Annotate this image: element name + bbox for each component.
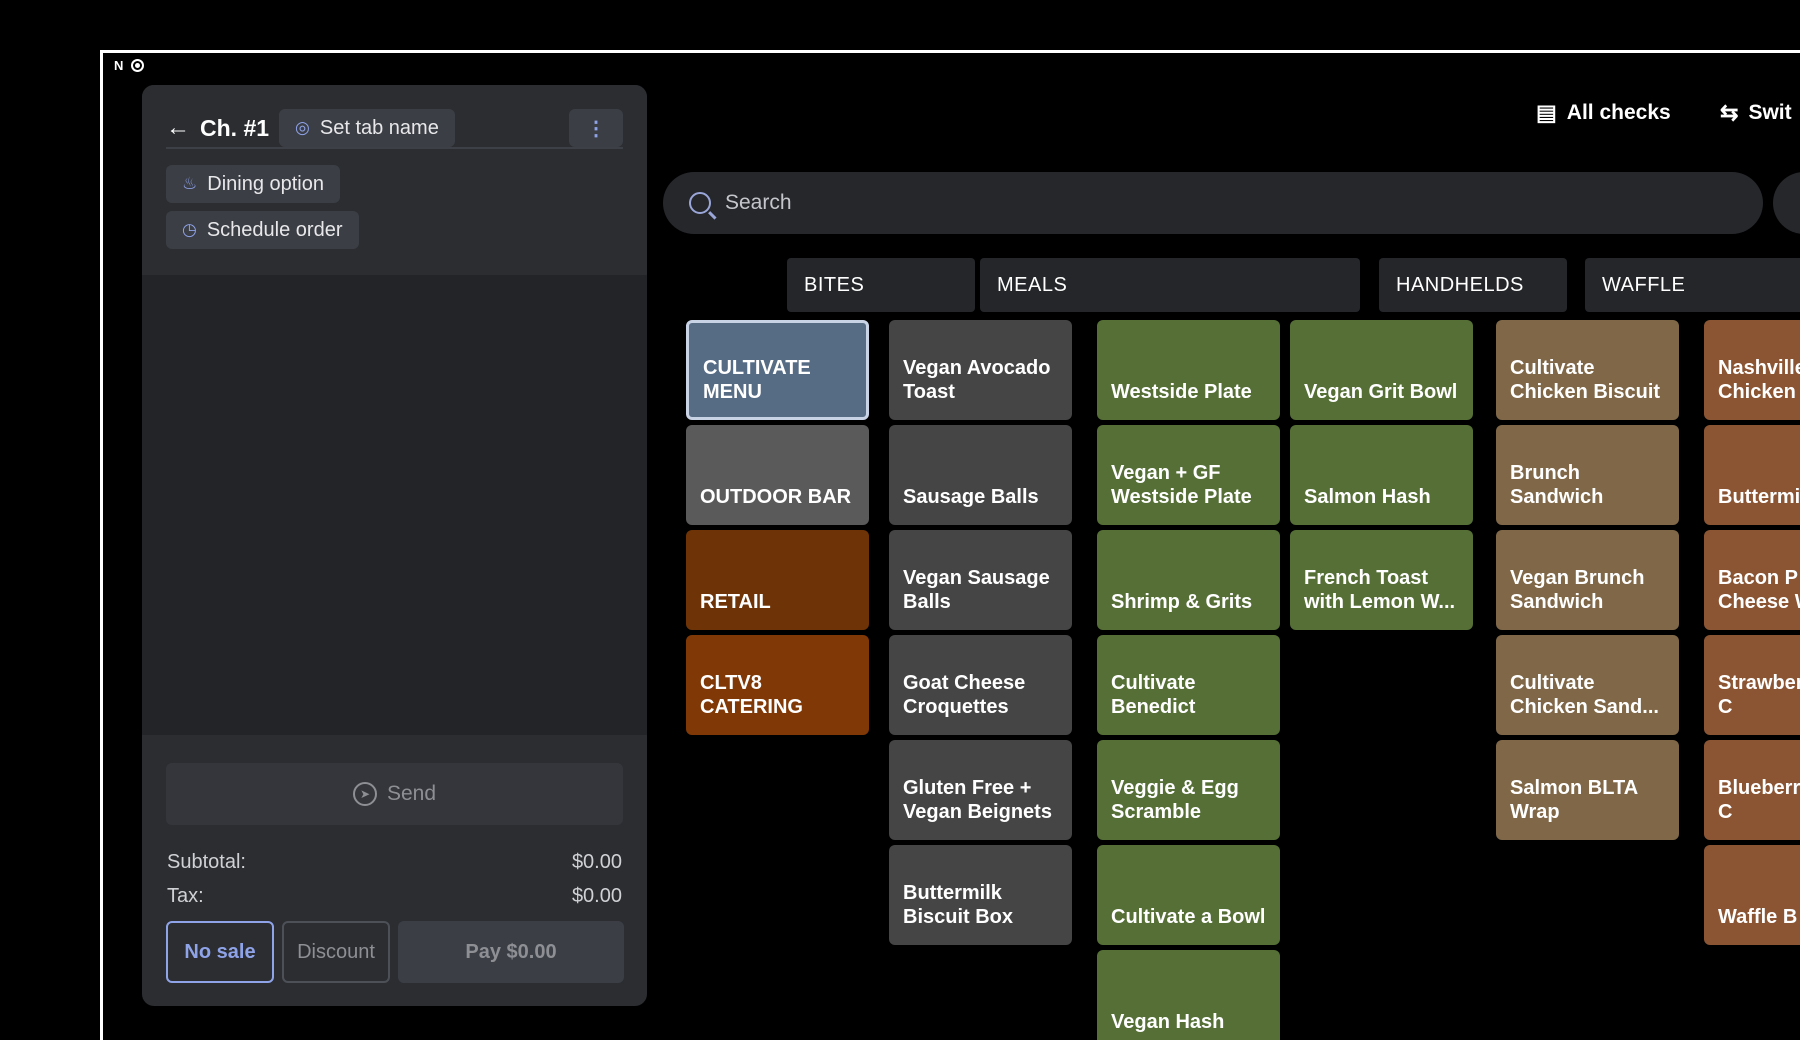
user-circle-icon: ◎ xyxy=(295,118,310,137)
menu-item-tile[interactable]: Buttermi Waffle xyxy=(1704,425,1800,525)
checks-icon: ▤ xyxy=(1536,100,1557,125)
clock-icon: ◷ xyxy=(182,220,197,239)
menu-item-tile[interactable]: Sausage Balls xyxy=(889,425,1072,525)
menu-item-tile[interactable]: Vegan Sausage Balls xyxy=(889,530,1072,630)
menu-item-tile[interactable]: Nashville Chicken xyxy=(1704,320,1800,420)
totals: Subtotal: $0.00 Tax: $0.00 xyxy=(167,845,622,913)
subtotal-value: $0.00 xyxy=(571,850,622,873)
menu-item-tile[interactable]: Salmon Hash xyxy=(1290,425,1473,525)
menu-category[interactable]: OUTDOOR BAR xyxy=(686,425,869,525)
meals-group: MEALS xyxy=(980,258,1360,312)
dining-icon: ♨ xyxy=(182,174,198,193)
menu-item-tile[interactable]: Bacon P Cheese W xyxy=(1704,530,1800,630)
schedule-order-button[interactable]: ◷ Schedule order xyxy=(166,211,359,249)
menu-item-tile[interactable]: Cultivate Chicken Biscuit xyxy=(1496,320,1679,420)
search-icon xyxy=(689,192,711,214)
menu-category[interactable]: CLTV8 CATERING xyxy=(686,635,869,735)
check-panel: ← Ch. #1 ◎ Set tab name ⋮ ♨ Dining optio… xyxy=(142,85,647,1006)
menu-item-tile[interactable]: Cultivate Chicken Sand... xyxy=(1496,635,1679,735)
send-button[interactable]: ➤ Send xyxy=(166,763,623,825)
search-bar[interactable] xyxy=(663,172,1763,234)
order-items-area xyxy=(142,275,647,735)
secondary-search-button[interactable] xyxy=(1773,172,1800,234)
menu-category[interactable]: CULTIVATE MENU xyxy=(686,320,869,420)
menu-item-tile[interactable]: Vegan Hash xyxy=(1097,950,1280,1040)
menu-item-tile[interactable]: Cultivate Benedict xyxy=(1097,635,1280,735)
group-header-handhelds: HANDHELDS xyxy=(1379,258,1567,312)
handhelds-group: HANDHELDS xyxy=(1379,258,1567,312)
subtotal-row: Subtotal: $0.00 xyxy=(167,845,622,879)
set-tab-name-label: Set tab name xyxy=(319,116,439,139)
schedule-order-label: Schedule order xyxy=(206,218,343,241)
menu-item-tile[interactable]: Goat Cheese Croquettes xyxy=(889,635,1072,735)
group-header-meals: MEALS xyxy=(980,258,1360,312)
dining-option-button[interactable]: ♨ Dining option xyxy=(166,165,340,203)
send-icon: ➤ xyxy=(352,782,377,806)
menu-item-tile[interactable]: Vegan Avocado Toast xyxy=(889,320,1072,420)
group-header-waffles: WAFFLE xyxy=(1585,258,1800,312)
switch-arrows-icon: ⇆ xyxy=(1720,100,1739,125)
menu-item-tile[interactable]: Strawber Cream C xyxy=(1704,635,1800,735)
more-options-button[interactable]: ⋮ xyxy=(569,109,623,147)
tax-label: Tax: xyxy=(167,884,204,907)
group-header-bites: BITES xyxy=(787,258,975,312)
search-input[interactable] xyxy=(725,191,1525,215)
menu-item-tile[interactable]: Blueberr Cream C xyxy=(1704,740,1800,840)
dining-option-label: Dining option xyxy=(207,172,324,195)
set-tab-name-button[interactable]: ◎ Set tab name xyxy=(279,109,455,147)
menu-item-tile[interactable]: Brunch Sandwich xyxy=(1496,425,1679,525)
tax-row: Tax: $0.00 xyxy=(167,879,622,913)
bites-group: BITES xyxy=(787,258,975,312)
subtotal-label: Subtotal: xyxy=(167,850,246,873)
menu-item-tile[interactable]: Veggie & Egg Scramble xyxy=(1097,740,1280,840)
menu-category[interactable]: RETAIL xyxy=(686,530,869,630)
menu-item-tile[interactable]: Gluten Free + Vegan Beignets xyxy=(889,740,1072,840)
menu-item-tile[interactable]: Waffle B xyxy=(1704,845,1800,945)
app-window: N ← Ch. #1 ◎ Set tab name ⋮ ♨ Dining opt… xyxy=(100,50,1800,1040)
switch-label: Swit xyxy=(1748,101,1792,124)
pay-button[interactable]: Pay $0.00 xyxy=(398,921,624,983)
back-arrow-icon[interactable]: ← xyxy=(166,114,190,141)
shield-icon xyxy=(131,59,145,72)
all-checks-button[interactable]: ▤ All checks xyxy=(1536,100,1671,126)
check-title: Ch. #1 xyxy=(200,114,270,141)
menu-item-tile[interactable]: Westside Plate xyxy=(1097,320,1280,420)
menu-item-tile[interactable]: Vegan Brunch Sandwich xyxy=(1496,530,1679,630)
menu-item-tile[interactable]: Shrimp & Grits xyxy=(1097,530,1280,630)
tax-value: $0.00 xyxy=(571,884,622,907)
discount-button[interactable]: Discount xyxy=(282,921,390,983)
check-header: ← Ch. #1 ◎ Set tab name ⋮ ♨ Dining optio… xyxy=(142,85,647,272)
switch-button[interactable]: ⇆ Swit xyxy=(1720,100,1792,126)
waffles-group: WAFFLE xyxy=(1585,258,1800,312)
menu-item-tile[interactable]: Salmon BLTA Wrap xyxy=(1496,740,1679,840)
send-label: Send xyxy=(386,782,437,805)
menu-item-tile[interactable]: French Toast with Lemon W... xyxy=(1290,530,1473,630)
payment-actions: No sale Discount Pay $0.00 xyxy=(166,921,624,983)
notification-icon: N xyxy=(114,58,124,73)
menu-item-tile[interactable]: Cultivate a Bowl xyxy=(1097,845,1280,945)
menu-item-tile[interactable]: Vegan + GF Westside Plate xyxy=(1097,425,1280,525)
menu-item-tile[interactable]: Vegan Grit Bowl xyxy=(1290,320,1473,420)
menu-item-tile[interactable]: Buttermilk Biscuit Box xyxy=(889,845,1072,945)
status-bar: N xyxy=(114,58,145,73)
all-checks-label: All checks xyxy=(1566,101,1671,124)
check-title-row: ← Ch. #1 ◎ Set tab name ⋮ xyxy=(166,109,623,149)
no-sale-button[interactable]: No sale xyxy=(166,921,274,983)
